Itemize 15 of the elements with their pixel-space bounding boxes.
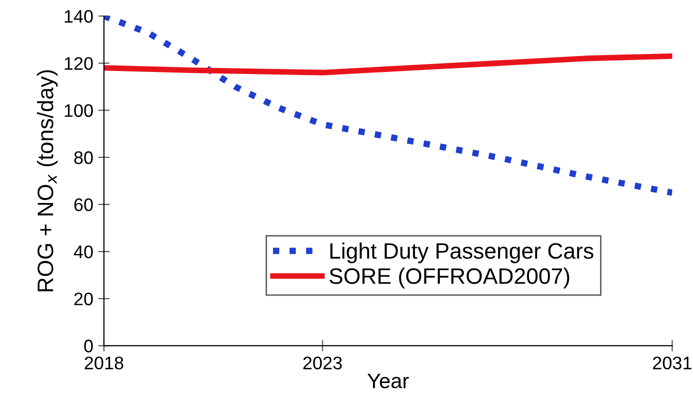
x-tick-label: 2031 — [653, 356, 692, 370]
x-tick-label: 2018 — [84, 356, 124, 370]
x-tick-label: 2023 — [303, 356, 342, 370]
y-tick-label: 120 — [64, 57, 93, 70]
x-axis-title: Year — [367, 374, 409, 388]
legend-label: SORE (OFFROAD2007) — [330, 268, 570, 288]
y-axis-title: ROG + NO$_{x}$ (tons/day) — [36, 70, 58, 292]
y-tick-label: 20 — [74, 292, 93, 306]
y-tick-label: 60 — [74, 198, 93, 212]
y-tick-label: 40 — [74, 245, 93, 258]
legend-label: Light Duty Passenger Cars — [330, 242, 594, 264]
y-tick-label: 0 — [84, 340, 93, 352]
y-tick-label: 80 — [74, 151, 93, 164]
y-tick-label: 100 — [64, 104, 93, 117]
y-tick-label: 140 — [64, 10, 93, 23]
